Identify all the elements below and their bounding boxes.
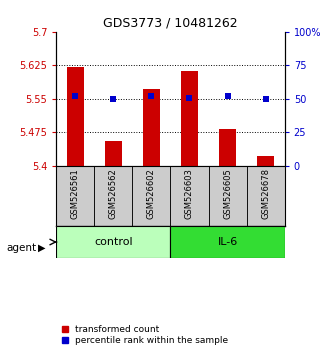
Bar bbox=[67, 67, 84, 166]
Text: GSM526678: GSM526678 bbox=[261, 169, 270, 219]
Bar bbox=[105, 141, 122, 166]
Bar bbox=[219, 129, 236, 166]
Bar bbox=[170, 166, 209, 225]
Point bbox=[263, 96, 268, 102]
Bar bbox=[143, 89, 160, 166]
Bar bbox=[209, 166, 247, 225]
Point bbox=[187, 95, 192, 101]
Text: GSM526605: GSM526605 bbox=[223, 169, 232, 219]
Bar bbox=[181, 71, 198, 166]
Bar bbox=[56, 225, 170, 258]
Text: agent: agent bbox=[7, 243, 37, 253]
Point bbox=[72, 93, 78, 99]
Text: IL-6: IL-6 bbox=[217, 237, 238, 247]
Bar bbox=[94, 166, 132, 225]
Bar bbox=[247, 166, 285, 225]
Text: GSM526562: GSM526562 bbox=[109, 169, 118, 219]
Bar bbox=[56, 166, 94, 225]
Bar bbox=[170, 225, 285, 258]
Text: control: control bbox=[94, 237, 133, 247]
Text: GSM526603: GSM526603 bbox=[185, 169, 194, 219]
Text: ▶: ▶ bbox=[38, 243, 46, 253]
Bar bbox=[132, 166, 170, 225]
Title: GDS3773 / 10481262: GDS3773 / 10481262 bbox=[103, 16, 238, 29]
Bar bbox=[257, 156, 274, 166]
Text: GSM526561: GSM526561 bbox=[71, 169, 80, 219]
Point bbox=[149, 93, 154, 99]
Legend: transformed count, percentile rank within the sample: transformed count, percentile rank withi… bbox=[61, 324, 229, 346]
Point bbox=[111, 96, 116, 102]
Text: GSM526602: GSM526602 bbox=[147, 169, 156, 219]
Point bbox=[225, 93, 230, 99]
